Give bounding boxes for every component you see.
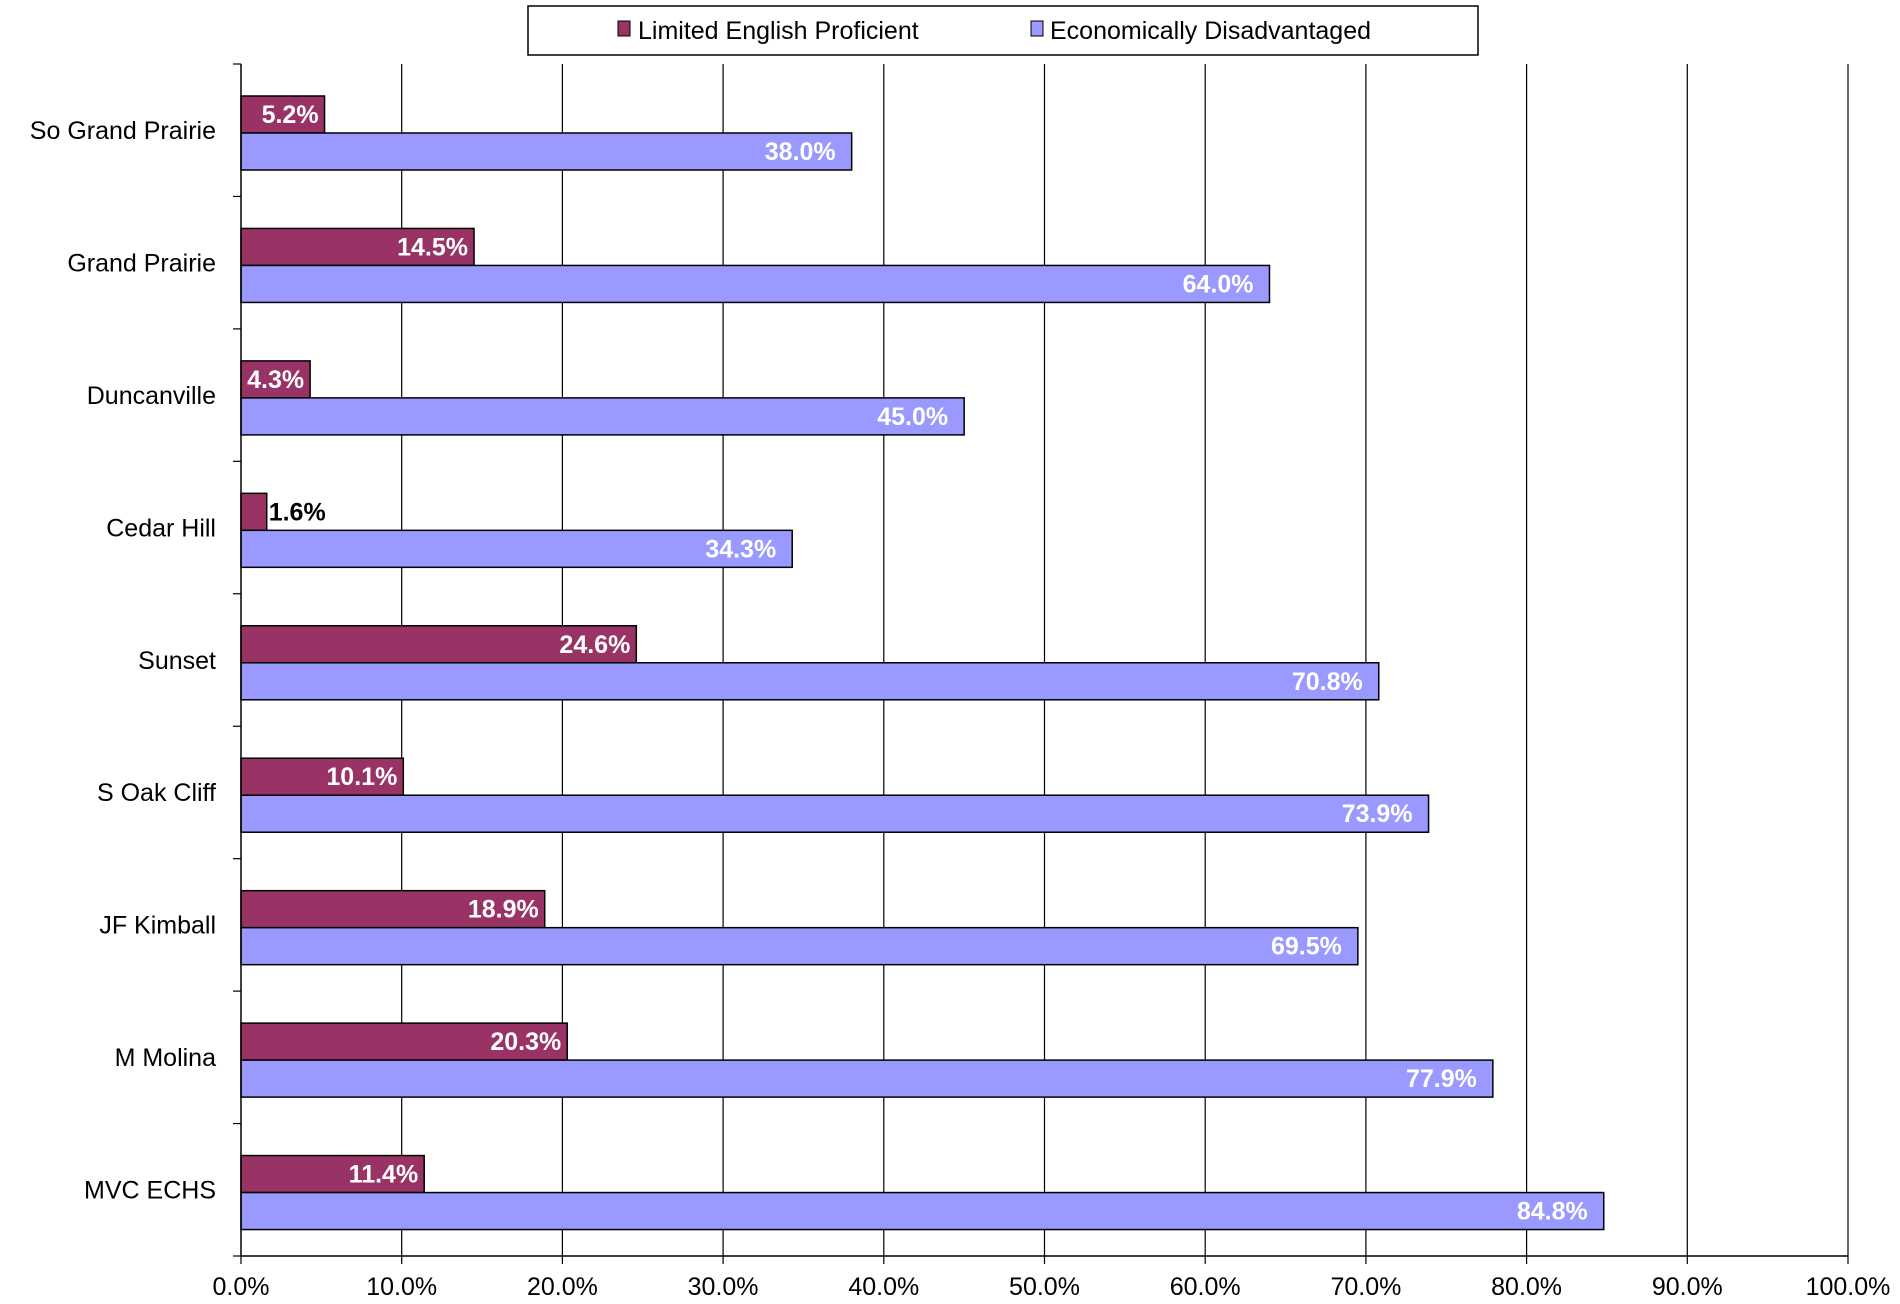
x-tick-label: 40.0%: [848, 1273, 919, 1301]
data-label-limited-english: 10.1%: [326, 763, 397, 791]
legend-box: [527, 5, 1479, 56]
gridlines: [401, 64, 1849, 1256]
bar-limited-english: [240, 95, 326, 134]
x-tick-label: 70.0%: [1330, 1273, 1401, 1301]
category-label: MVC ECHS: [84, 1177, 216, 1205]
bar-economically-disadvantaged: [240, 662, 1380, 701]
category-label: Duncanville: [87, 382, 216, 410]
data-label-economically-disadvantaged: 70.8%: [1292, 668, 1363, 696]
data-label-economically-disadvantaged: 64.0%: [1183, 270, 1254, 298]
data-label-limited-english: 14.5%: [397, 233, 468, 261]
legend-label-econ: Economically Disadvantaged: [1050, 17, 1371, 45]
data-label-limited-english: 5.2%: [262, 101, 319, 129]
x-tick-label: 10.0%: [366, 1273, 437, 1301]
x-tick-label: 90.0%: [1652, 1273, 1723, 1301]
data-label-economically-disadvantaged: 45.0%: [877, 403, 948, 431]
data-label-economically-disadvantaged: 38.0%: [765, 138, 836, 166]
bar-limited-english: [240, 889, 546, 929]
labels: 0.0% 10.0% 20.0% 30.0% 40.0% 50.0% 60.0% 70.0% 8…: [30, 101, 1891, 1301]
x-tick-label: 60.0%: [1170, 1273, 1241, 1301]
legend-swatch-lep: [617, 20, 631, 37]
legend: Limited English Proficient Economically …: [527, 5, 1479, 56]
bar-economically-disadvantaged: [240, 264, 1271, 304]
category-label: Grand Prairie: [67, 249, 216, 277]
axes: [233, 63, 1849, 1264]
x-tick-label: 50.0%: [1009, 1273, 1080, 1301]
bar-limited-english: [240, 1154, 425, 1194]
bar-economically-disadvantaged: [240, 132, 853, 171]
data-label-limited-english: 18.9%: [468, 896, 539, 924]
data-label-limited-english: 4.3%: [247, 366, 304, 394]
x-tick-label: 80.0%: [1491, 1273, 1562, 1301]
bar-economically-disadvantaged: [240, 1191, 1605, 1231]
bar-economically-disadvantaged: [240, 926, 1359, 966]
category-label: Sunset: [138, 647, 216, 675]
bar-economically-disadvantaged: [240, 1059, 1494, 1098]
category-label: Cedar Hill: [106, 514, 216, 542]
x-tick-label: 30.0%: [688, 1273, 759, 1301]
legend-swatch-econ: [1030, 20, 1044, 37]
data-label-limited-english: 24.6%: [559, 631, 630, 659]
category-label: S Oak Cliff: [97, 779, 216, 807]
data-label-limited-english: 11.4%: [349, 1161, 419, 1189]
x-tick-label: 100.0%: [1806, 1273, 1891, 1301]
category-label: JF Kimball: [99, 912, 216, 940]
data-label-limited-english: 1.6%: [269, 498, 326, 526]
bars: [240, 95, 1605, 1231]
data-label-economically-disadvantaged: 34.3%: [705, 535, 776, 563]
data-label-economically-disadvantaged: 69.5%: [1271, 933, 1342, 961]
data-label-limited-english: 20.3%: [490, 1028, 561, 1056]
data-label-economically-disadvantaged: 73.9%: [1342, 800, 1413, 828]
x-tick-label: 20.0%: [527, 1273, 598, 1301]
x-tick-label: 0.0%: [213, 1273, 270, 1301]
category-label: So Grand Prairie: [30, 117, 216, 145]
legend-label-lep: Limited English Proficient: [638, 17, 919, 45]
category-label: M Molina: [115, 1044, 217, 1072]
data-label-economically-disadvantaged: 84.8%: [1517, 1198, 1588, 1226]
bar-economically-disadvantaged: [240, 794, 1430, 833]
data-label-economically-disadvantaged: 77.9%: [1406, 1065, 1477, 1093]
bar-economically-disadvantaged: [240, 397, 965, 436]
bar-limited-english: [240, 492, 268, 532]
